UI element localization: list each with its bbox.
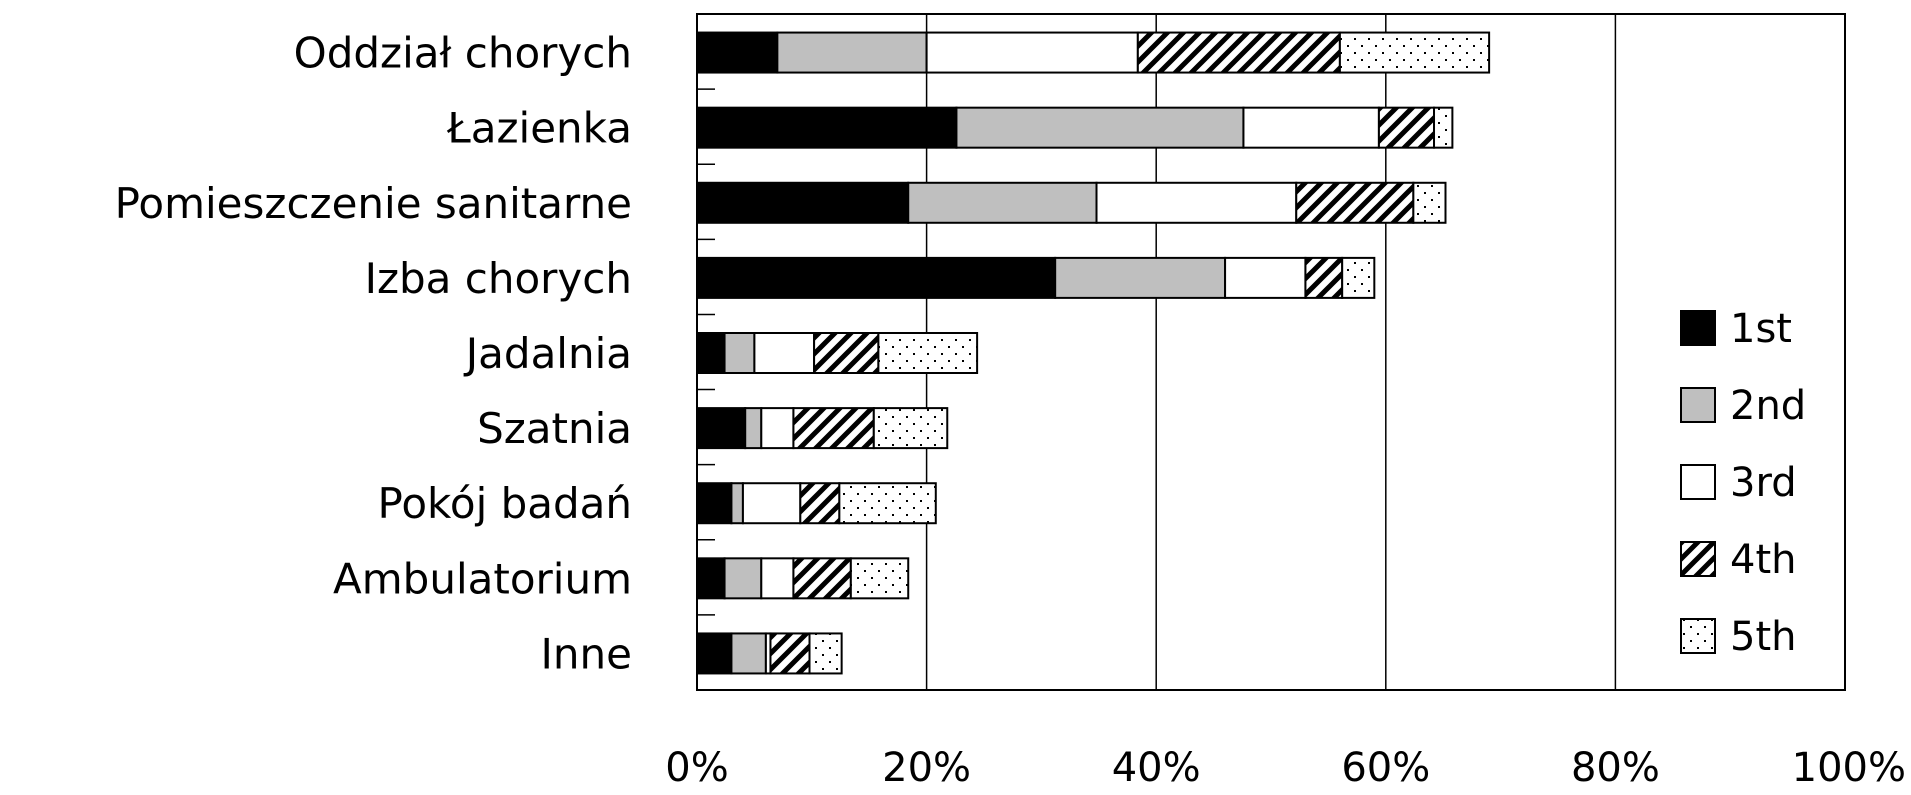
bar-segment-5th — [808, 632, 843, 675]
bar-segment-1st — [696, 632, 733, 675]
legend-swatch-2nd — [1680, 387, 1716, 423]
x-tick-label: 100% — [1792, 745, 1906, 791]
bar-segment-3rd — [1095, 181, 1298, 224]
bar-segment-3rd — [925, 31, 1139, 74]
bar-segment-5th — [1338, 31, 1491, 74]
bar-segment-2nd — [723, 332, 756, 374]
bar-segment-4th — [1295, 181, 1415, 224]
bar-segment-2nd — [907, 181, 1098, 224]
bar-segment-4th — [769, 632, 811, 675]
bar-segment-5th — [849, 557, 910, 600]
bar-segment-2nd — [776, 31, 928, 74]
bar-segment-1st — [696, 482, 733, 525]
category-label: Ambulatorium — [333, 554, 632, 603]
bars — [696, 31, 1491, 675]
bar-segment-3rd — [753, 332, 816, 374]
x-tick-labels: 0% 20% 40% 60% 80% 100% — [665, 745, 1906, 791]
bar-segment-3rd — [760, 557, 795, 600]
bar-segment-1st — [696, 557, 726, 600]
category-label: Izba chorych — [365, 254, 632, 303]
bar-segment-4th — [1377, 106, 1436, 149]
legend-label: 3rd — [1730, 460, 1797, 506]
bar-segment-4th — [792, 407, 875, 450]
x-tick-label: 60% — [1341, 745, 1430, 791]
bar-segment-5th — [872, 407, 949, 450]
legend-label: 4th — [1730, 537, 1796, 583]
bar-segment-4th — [792, 557, 852, 600]
bar-segment-5th — [1412, 181, 1447, 224]
legend-label: 2nd — [1730, 383, 1806, 429]
bar-segment-4th — [799, 482, 841, 525]
bar-segment-5th — [1341, 256, 1376, 299]
category-label: Jadalnia — [463, 329, 632, 378]
category-label: Łazienka — [446, 104, 632, 153]
legend: 1st 2nd 3rd 4th 5th — [1680, 306, 1806, 660]
bar-segment-2nd — [730, 482, 744, 525]
bar-segment-2nd — [723, 557, 763, 600]
category-label: Pomieszczenie sanitarne — [115, 179, 632, 228]
x-tick-label: 40% — [1112, 745, 1201, 791]
category-label: Oddział chorych — [294, 29, 632, 78]
bar-segment-1st — [696, 181, 910, 224]
bar-segment-4th — [813, 332, 880, 374]
bar-segment-1st — [696, 332, 726, 374]
x-tick-label: 20% — [882, 745, 971, 791]
legend-swatch-4th — [1680, 541, 1716, 577]
bar-segment-1st — [696, 31, 779, 74]
x-tick-label: 0% — [665, 745, 728, 791]
bar-segment-4th — [1304, 256, 1344, 299]
category-label: Pokój badań — [378, 479, 632, 528]
bar-segment-2nd — [730, 632, 767, 675]
bar-segment-2nd — [744, 407, 763, 450]
category-labels: Oddział chorych Łazienka Pomieszczenie san… — [115, 29, 632, 679]
bar-segment-5th — [838, 482, 937, 525]
legend-swatch-1st — [1680, 310, 1716, 346]
bar-segment-1st — [696, 256, 1057, 299]
bar-segment-4th — [1136, 31, 1341, 74]
bar-segment-2nd — [1054, 256, 1227, 299]
bar-segment-1st — [696, 407, 747, 450]
bar-segment-1st — [696, 106, 958, 149]
bar-segment-3rd — [760, 407, 795, 450]
bar-segment-3rd — [1224, 256, 1307, 299]
legend-swatch-3rd — [1680, 464, 1716, 500]
bar-segment-3rd — [1242, 106, 1380, 149]
x-tick-label: 80% — [1571, 745, 1660, 791]
legend-swatch-5th — [1680, 618, 1716, 654]
bar-segment-3rd — [741, 482, 802, 525]
bar-segment-2nd — [955, 106, 1245, 149]
bar-segment-5th — [877, 332, 979, 374]
legend-label: 5th — [1730, 614, 1796, 660]
legend-label: 1st — [1730, 306, 1792, 352]
bar-segment-5th — [1433, 106, 1454, 149]
category-label: Szatnia — [477, 404, 632, 453]
category-label: Inne — [541, 629, 632, 678]
